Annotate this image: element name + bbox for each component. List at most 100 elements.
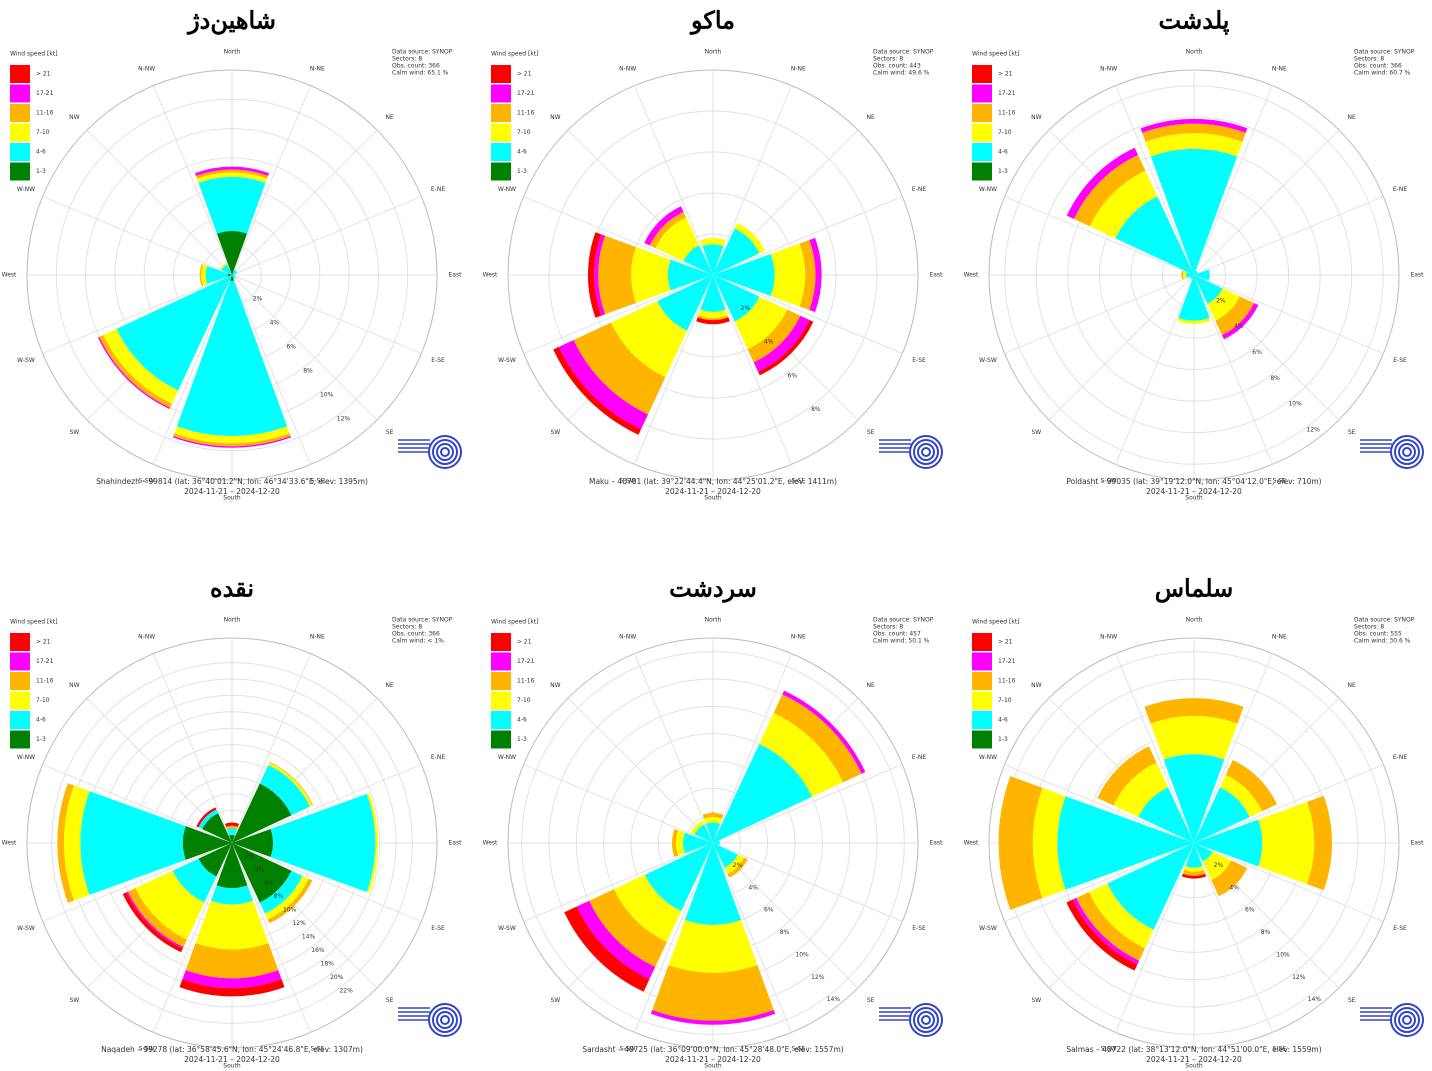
sector-segment [185, 943, 279, 979]
sector-segment [713, 840, 720, 846]
radial-line [1193, 85, 1273, 276]
sector-segment [1225, 760, 1277, 812]
legend-label: 17-21 [36, 658, 54, 665]
direction-label: W-NW [17, 186, 35, 193]
direction-label: S-SW [1101, 1046, 1117, 1053]
legend-label: > 21 [36, 71, 51, 78]
sector-segment [1194, 787, 1250, 843]
direction-label: SW [550, 997, 560, 1004]
ring-label: 16% [311, 947, 325, 954]
radial-line [1004, 196, 1195, 276]
sector-segment [198, 809, 219, 830]
sector-segment [587, 232, 602, 318]
sector-segment [194, 166, 270, 176]
sector-segment [753, 315, 810, 372]
sector-segment [589, 889, 667, 967]
legend-label: 17-21 [517, 658, 535, 665]
logo-ring [1402, 1015, 1412, 1025]
direction-label: NE [1348, 114, 1356, 121]
radial-line [231, 129, 378, 276]
sector-segment [268, 762, 313, 807]
direction-label: SE [1348, 997, 1356, 1004]
sector-segment [1163, 754, 1225, 843]
sector-segment [1258, 801, 1315, 885]
direction-label: N-NE [1272, 65, 1287, 72]
sector-segment [1194, 269, 1210, 281]
legend-swatch [10, 691, 30, 710]
sector-segment [705, 822, 721, 843]
direction-label: S-SW [620, 478, 636, 485]
info-line: Calm wind: 60.7 % [1354, 70, 1411, 77]
ring-label: 12% [1292, 974, 1306, 981]
logo-ring [1398, 1011, 1416, 1029]
logo-ring [917, 1011, 935, 1029]
direction-label: N-NE [791, 65, 806, 72]
sector-segment [127, 888, 187, 948]
legend-label: 11-16 [36, 110, 54, 117]
info-line: Sectors: 8 [873, 624, 903, 631]
sector-segment [998, 776, 1043, 910]
sector-segment [770, 243, 806, 307]
sector-segment [201, 264, 208, 286]
sector-segment [232, 828, 273, 858]
sector-segment [1073, 154, 1146, 227]
direction-label: South [1185, 495, 1203, 502]
radial-line [1004, 764, 1195, 844]
direction-label: East [930, 840, 944, 847]
chart-title: ماکو [689, 6, 735, 36]
sector-segment [734, 296, 788, 350]
legend-swatch [972, 143, 992, 161]
ring-label: 2% [1216, 297, 1226, 304]
sector-segment [122, 892, 183, 953]
info-line: Data source: SYNOP [1354, 49, 1415, 56]
info-line: Data source: SYNOP [873, 617, 934, 624]
ring-label: 10% [795, 951, 809, 958]
grid-ring [1004, 85, 1384, 465]
direction-label: SE [386, 429, 394, 436]
legend-swatch [10, 143, 30, 161]
sector-segment [1181, 270, 1184, 280]
direction-label: W-NW [498, 754, 516, 761]
caption: 2024-11-21 – 2024-12-20 [665, 487, 761, 496]
legend-label: 11-16 [36, 678, 54, 685]
direction-label: S-SE [311, 478, 325, 485]
direction-label: East [1411, 272, 1425, 279]
logo-ring [913, 439, 939, 465]
sector-segment [99, 335, 172, 408]
legend-swatch [972, 691, 992, 710]
sector-segment [176, 280, 288, 437]
wind-rose: پلدشت North N-NE NE E-NE East E-SE SE S-SE South S… [964, 6, 1425, 502]
sector-segment [576, 900, 656, 980]
sector-segment [173, 433, 291, 447]
caption: Sardasht – 40725 (lat: 36°09'00.0"N, lon… [582, 1045, 843, 1054]
direction-label: N-NW [619, 633, 636, 640]
legend-label: 4-6 [36, 149, 46, 156]
sector-segment [1107, 843, 1194, 930]
ring-label: 20% [330, 974, 344, 981]
radial-line [1115, 85, 1195, 276]
sector-segment [205, 265, 228, 285]
sector-segment [198, 176, 266, 234]
legend-label: 17-21 [36, 90, 54, 97]
sector-segment [558, 339, 649, 430]
logo-ring [921, 447, 931, 457]
legend-swatch [972, 84, 992, 103]
info-line: Sectors: 8 [873, 56, 903, 63]
direction-label: West [483, 840, 498, 847]
direction-label: E-SE [1393, 925, 1407, 932]
sector-segment [734, 222, 766, 254]
sector-segment [671, 828, 679, 858]
sector-segment [1115, 196, 1194, 275]
legend-swatch [10, 162, 30, 181]
legend-title: Wind speed [kt] [491, 619, 539, 626]
direction-label: S-SW [1101, 478, 1117, 485]
ring-label: 8% [780, 929, 790, 936]
sector-segment [697, 315, 729, 321]
direction-label: E-NE [431, 754, 445, 761]
radial-line [231, 274, 311, 465]
legend-label: > 21 [998, 639, 1013, 646]
ring-label: 6% [788, 372, 798, 379]
sector-segment [1194, 819, 1263, 867]
legend-swatch [491, 162, 511, 181]
sector-segment [1177, 317, 1211, 324]
